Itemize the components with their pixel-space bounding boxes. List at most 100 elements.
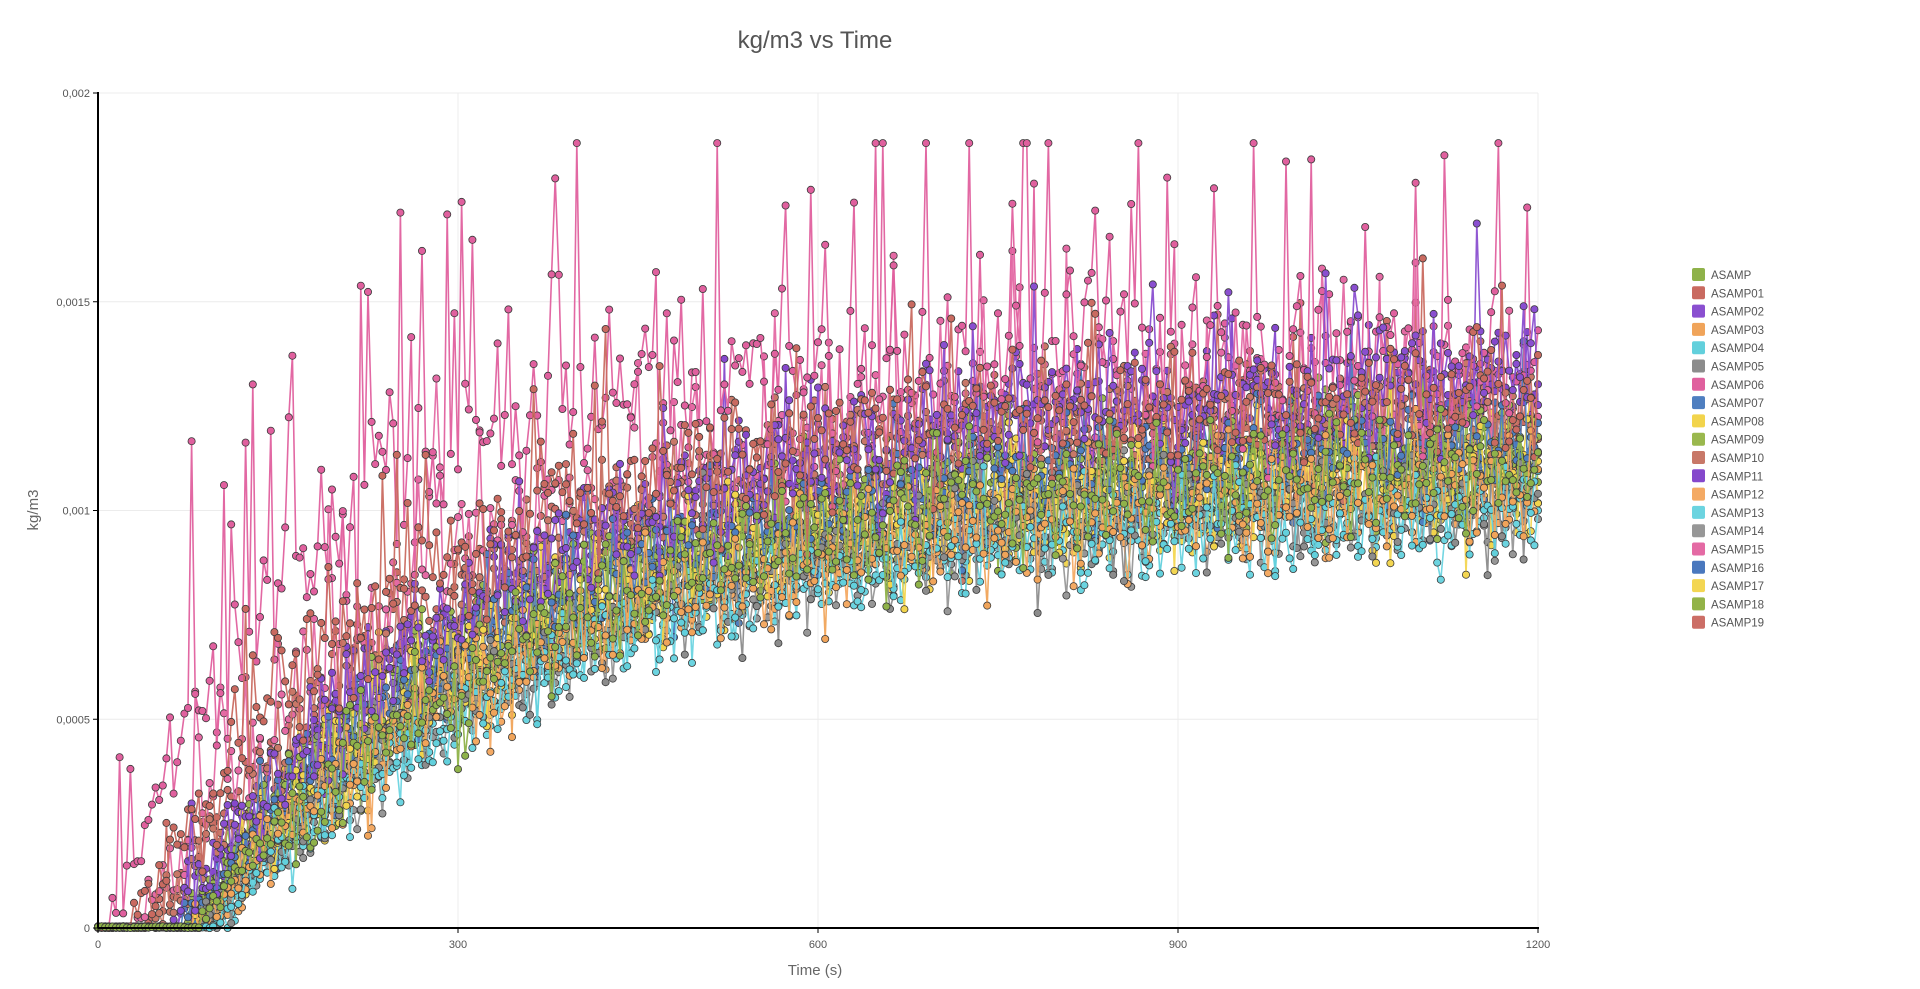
data-point xyxy=(162,818,171,827)
data-point xyxy=(140,913,149,922)
plot-area xyxy=(94,139,1543,933)
data-point xyxy=(821,382,830,391)
data-point xyxy=(399,675,408,684)
data-point xyxy=(583,466,592,475)
data-point xyxy=(486,504,495,513)
data-point xyxy=(720,354,729,363)
data-point xyxy=(518,567,527,576)
data-point xyxy=(983,453,992,462)
data-point xyxy=(507,520,516,529)
data-point xyxy=(1134,440,1143,449)
data-point xyxy=(770,309,779,318)
data-point xyxy=(327,831,336,840)
data-point xyxy=(421,592,430,601)
data-point xyxy=(1501,539,1510,548)
data-point xyxy=(432,374,441,383)
data-point xyxy=(936,567,945,576)
data-point xyxy=(1195,482,1204,491)
data-point xyxy=(691,382,700,391)
data-point xyxy=(284,750,293,759)
data-point xyxy=(425,616,434,625)
data-point xyxy=(781,363,790,372)
data-point xyxy=(241,831,250,840)
data-point xyxy=(471,737,480,746)
data-point xyxy=(608,514,617,523)
data-point xyxy=(875,455,884,464)
data-point xyxy=(943,607,952,616)
data-point xyxy=(936,316,945,325)
data-point xyxy=(1012,557,1021,566)
data-point xyxy=(417,586,426,595)
data-point xyxy=(950,572,959,581)
data-point xyxy=(536,511,545,520)
data-point xyxy=(500,702,509,711)
data-point xyxy=(281,726,290,735)
data-point xyxy=(1084,568,1093,577)
data-point xyxy=(688,658,697,667)
data-point xyxy=(1508,550,1517,559)
data-point xyxy=(760,620,769,629)
data-point xyxy=(1375,272,1384,281)
data-point xyxy=(1505,306,1514,315)
data-point xyxy=(562,460,571,469)
data-point xyxy=(353,825,362,834)
data-point xyxy=(288,710,297,719)
data-point xyxy=(468,744,477,753)
data-point xyxy=(958,576,967,585)
data-point xyxy=(652,668,661,677)
data-point xyxy=(1156,347,1165,356)
data-point xyxy=(475,573,484,582)
chart-title: kg/m3 vs Time xyxy=(738,27,893,54)
data-point xyxy=(832,601,841,610)
data-point xyxy=(749,624,758,633)
data-point xyxy=(1523,415,1532,424)
data-point xyxy=(169,908,178,917)
data-point xyxy=(1253,356,1262,365)
data-point xyxy=(1246,570,1255,579)
data-point xyxy=(1436,575,1445,584)
data-point xyxy=(479,625,488,634)
data-point xyxy=(1433,535,1442,544)
data-point xyxy=(1256,449,1265,458)
data-point xyxy=(345,833,354,842)
data-point xyxy=(1170,567,1179,576)
data-point xyxy=(255,748,264,757)
data-point xyxy=(288,884,297,893)
data-point xyxy=(457,499,466,508)
data-point xyxy=(1199,438,1208,447)
data-point xyxy=(803,628,812,637)
data-point xyxy=(183,913,192,922)
data-point xyxy=(1530,541,1539,550)
data-point xyxy=(1141,573,1150,582)
data-point xyxy=(1483,397,1492,406)
data-point xyxy=(270,795,279,804)
data-point xyxy=(842,600,851,609)
data-point xyxy=(1069,450,1078,459)
data-point xyxy=(623,528,632,537)
data-point xyxy=(381,605,390,614)
data-point xyxy=(381,683,390,692)
data-point xyxy=(1433,558,1442,567)
data-point xyxy=(1271,323,1280,332)
data-point xyxy=(338,638,347,647)
data-point xyxy=(1048,368,1057,377)
data-point xyxy=(868,599,877,608)
data-point xyxy=(435,463,444,472)
data-point xyxy=(522,583,531,592)
data-point xyxy=(378,809,387,818)
data-point xyxy=(1397,551,1406,560)
data-point xyxy=(1346,543,1355,552)
data-point xyxy=(1375,373,1384,382)
data-point xyxy=(1080,581,1089,590)
data-point xyxy=(1462,570,1471,579)
data-point xyxy=(353,792,362,801)
data-point xyxy=(270,864,279,873)
data-point xyxy=(299,854,308,863)
data-point xyxy=(302,645,311,654)
data-point xyxy=(1087,298,1096,307)
data-point xyxy=(565,473,574,482)
data-point xyxy=(918,450,927,459)
data-point xyxy=(1120,456,1129,465)
data-point xyxy=(900,605,909,614)
